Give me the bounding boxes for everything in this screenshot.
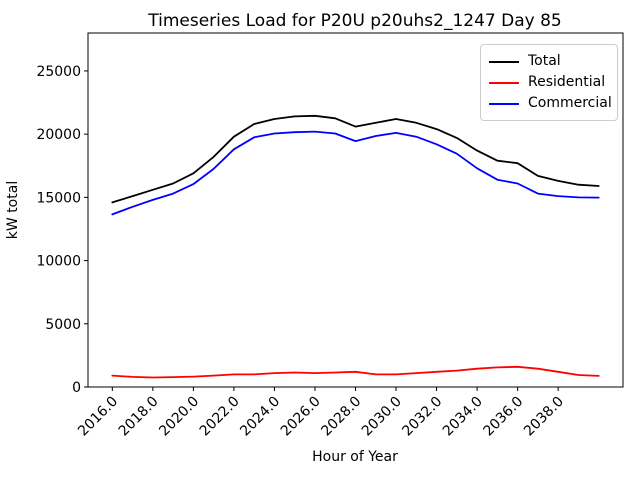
x-tick-label: 2028.0 — [318, 394, 364, 440]
legend-line-swatch-residential — [489, 81, 519, 84]
x-tick-label: 2030.0 — [359, 394, 405, 440]
residential-line — [111, 365, 600, 379]
legend-label: Commercial — [528, 95, 612, 111]
legend: Total Residential Commercial — [480, 44, 618, 121]
commercial-line — [111, 130, 600, 216]
x-tick-label: 2034.0 — [440, 394, 486, 440]
legend-item-total: Total — [489, 51, 609, 72]
y-tick-label: 10000 — [36, 254, 81, 270]
x-tick-label: 2022.0 — [197, 394, 243, 440]
total-line — [111, 114, 600, 204]
legend-line-swatch-commercial — [489, 102, 519, 105]
x-tick-label: 2016.0 — [75, 394, 121, 440]
x-tick-label: 2038.0 — [521, 394, 567, 440]
x-axis-label: Hour of Year — [312, 449, 398, 465]
y-tick-label: 0 — [72, 380, 81, 396]
y-axis-label: kW total — [5, 181, 21, 239]
y-tick-label: 25000 — [36, 64, 81, 80]
legend-item-commercial: Commercial — [489, 93, 612, 114]
y-tick-label: 5000 — [45, 317, 81, 333]
x-tick-label: 2018.0 — [116, 394, 162, 440]
y-tick-label: 20000 — [36, 127, 81, 143]
x-tick-label: 2024.0 — [237, 394, 283, 440]
legend-label: Total — [528, 53, 561, 69]
x-tick-label: 2026.0 — [278, 394, 324, 440]
legend-line-swatch-total — [489, 60, 519, 63]
chart-title: Timeseries Load for P20U p20uhs2_1247 Da… — [147, 11, 561, 31]
legend-item-residential: Residential — [489, 72, 609, 93]
x-tick-label: 2020.0 — [156, 394, 202, 440]
x-tick-label: 2036.0 — [480, 394, 526, 440]
y-tick-label: 15000 — [36, 190, 81, 206]
legend-label: Residential — [528, 74, 606, 90]
x-tick-label: 2032.0 — [399, 394, 445, 440]
